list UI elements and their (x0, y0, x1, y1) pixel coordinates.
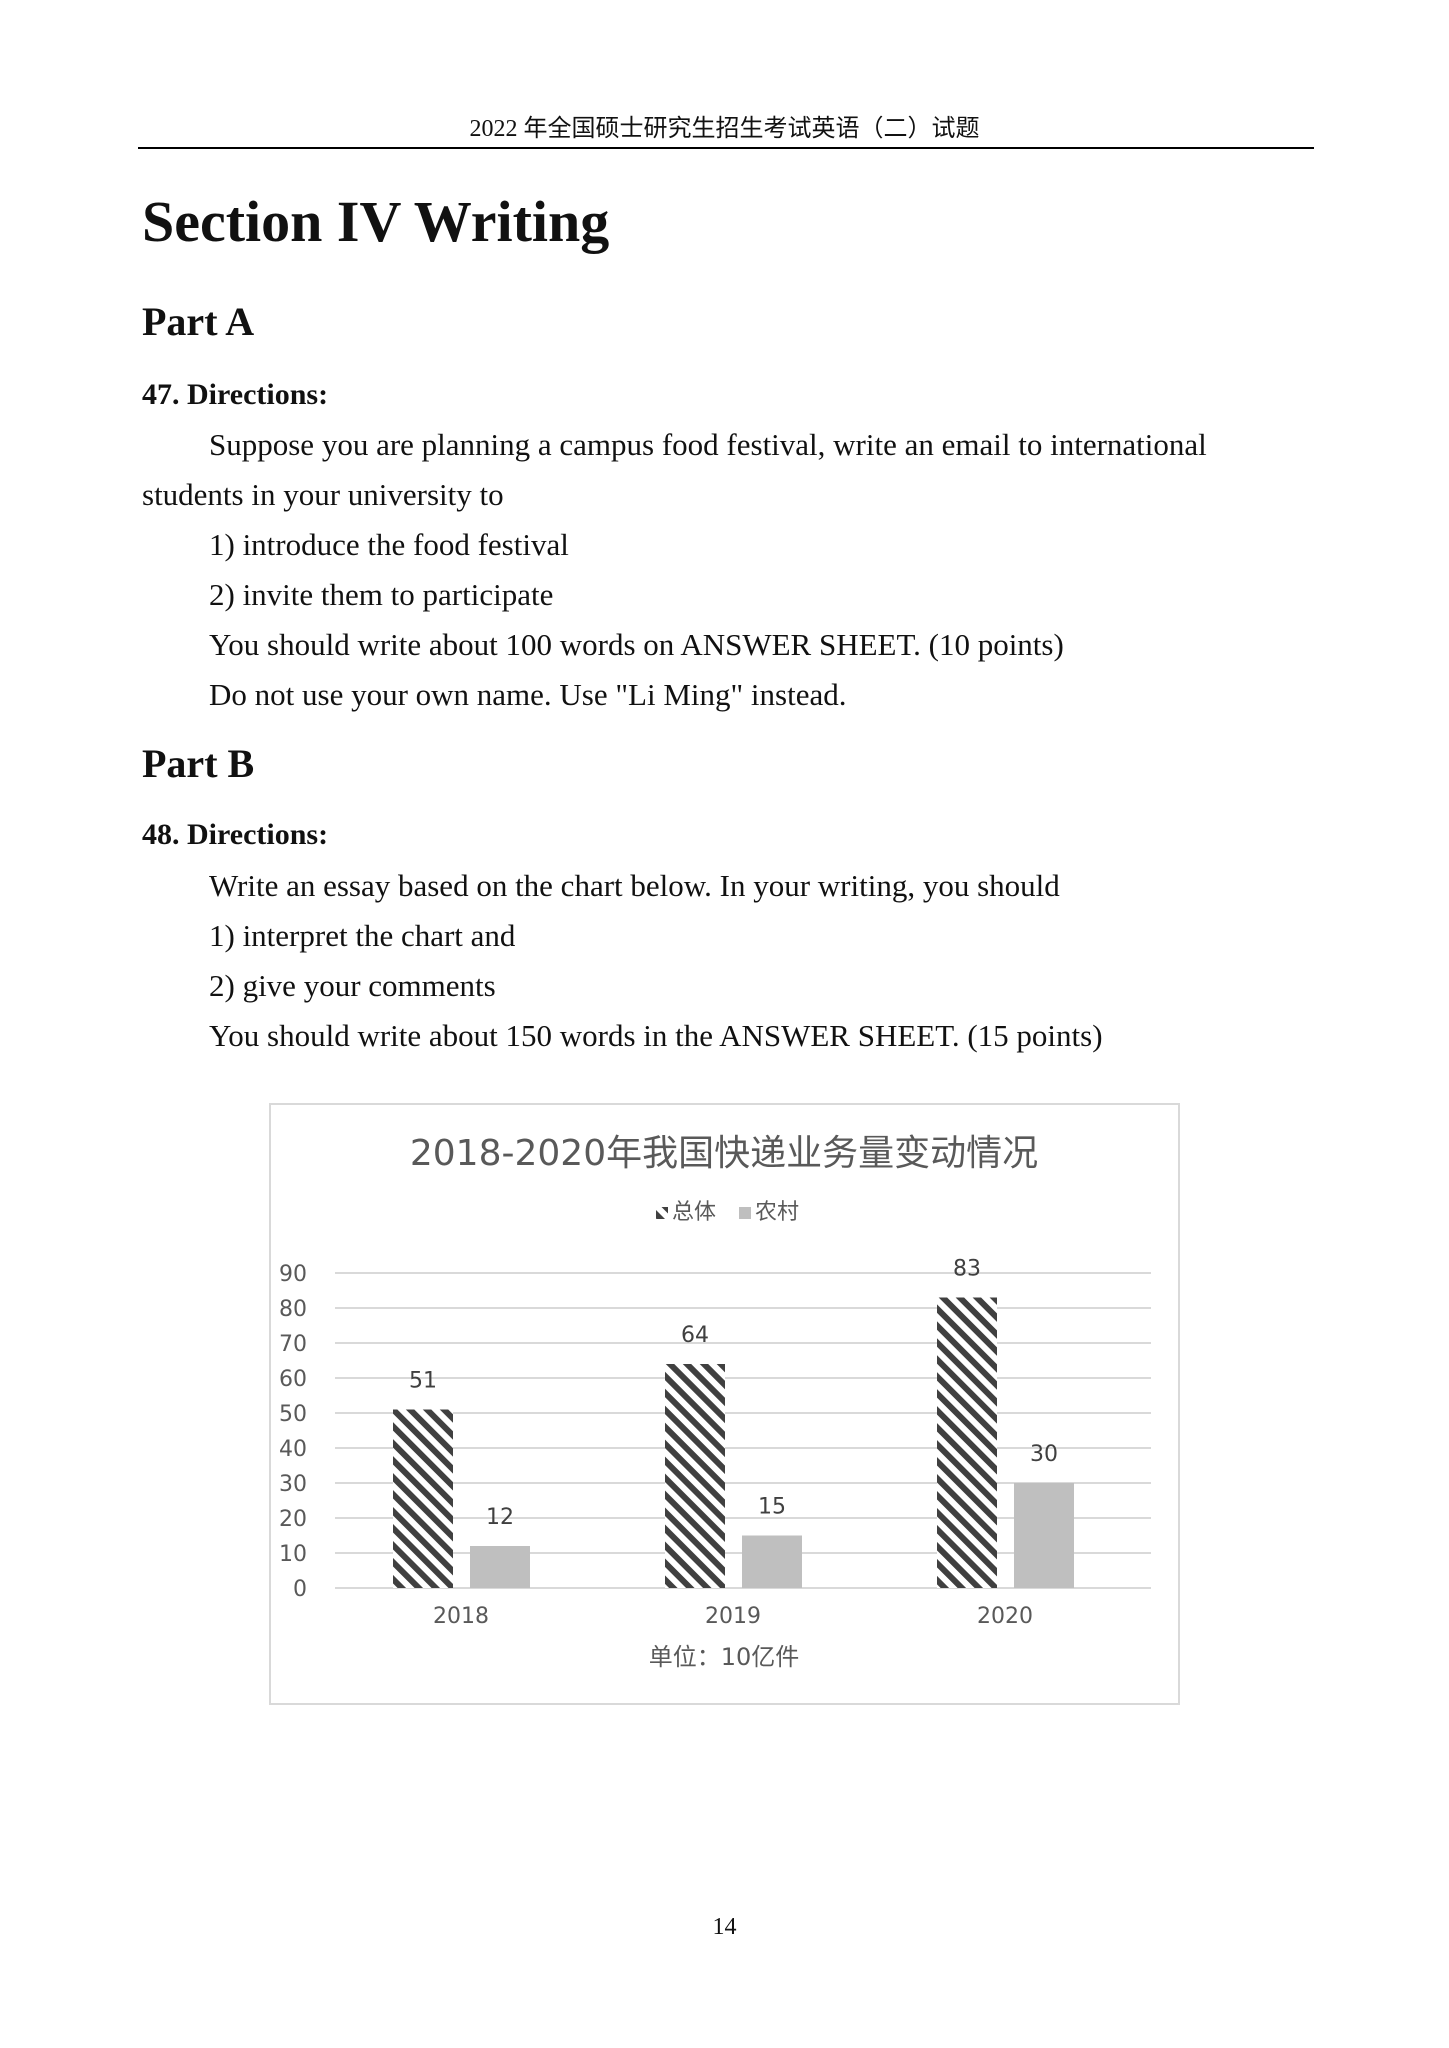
section-title: Section IV Writing (142, 189, 610, 254)
y-tick-label: 60 (279, 1367, 307, 1392)
part-b-line: 1) interpret the chart and (209, 918, 516, 953)
bar-rural (470, 1546, 530, 1588)
part-a-title: Part A (142, 299, 255, 344)
part-b-title: Part B (142, 741, 255, 786)
part-a-line: 2) invite them to participate (209, 577, 554, 612)
y-tick-label: 10 (279, 1542, 307, 1567)
bar-chart: 2018-2020年我国快递业务量变动情况 总体 农村 0 10 20 30 40 50 6… (279, 1133, 1151, 1671)
y-tick-label: 90 (279, 1262, 307, 1287)
bar-total (937, 1297, 997, 1588)
chart-legend: 总体 农村 (656, 1200, 799, 1225)
data-label: 15 (758, 1495, 786, 1520)
legend-swatch-rural (739, 1207, 751, 1219)
part-a-line: Suppose you are planning a campus food f… (209, 427, 1207, 462)
part-b-line: Write an essay based on the chart below.… (209, 868, 1060, 903)
y-tick-label: 50 (279, 1402, 307, 1427)
y-tick-label: 70 (279, 1332, 307, 1357)
data-label: 64 (681, 1323, 709, 1348)
chart-title: 2018-2020年我国快递业务量变动情况 (410, 1133, 1038, 1174)
x-tick-label: 2019 (705, 1604, 761, 1629)
bar-rural (1014, 1483, 1074, 1588)
y-tick-label: 20 (279, 1507, 307, 1532)
question-47-number: 47. Directions: (142, 378, 329, 411)
part-a-line: Do not use your own name. Use "Li Ming" … (209, 677, 847, 712)
data-label: 30 (1030, 1442, 1058, 1467)
y-tick-label: 80 (279, 1297, 307, 1322)
data-label: 51 (409, 1369, 437, 1394)
part-b-line: You should write about 150 words in the … (209, 1018, 1103, 1053)
page-number: 14 (712, 1914, 737, 1940)
part-a-line: students in your university to (142, 477, 504, 512)
part-a-line: 1) introduce the food festival (209, 527, 569, 562)
bar-total (665, 1364, 725, 1588)
question-48-number: 48. Directions: (142, 818, 329, 851)
data-label: 12 (486, 1505, 514, 1530)
legend-label-rural: 农村 (755, 1200, 799, 1225)
bar-rural (742, 1535, 802, 1588)
y-tick-label: 40 (279, 1437, 307, 1462)
header-rule (138, 147, 1314, 149)
y-tick-label: 0 (293, 1577, 307, 1602)
data-label: 83 (953, 1257, 981, 1282)
legend-label-total: 总体 (672, 1200, 716, 1225)
x-tick-label: 2020 (977, 1604, 1033, 1629)
bar-total (393, 1409, 453, 1588)
part-b-line: 2) give your comments (209, 968, 496, 1003)
chart-frame: 2018-2020年我国快递业务量变动情况 总体 农村 0 10 20 30 40 50 6… (269, 1103, 1180, 1705)
page-header: 2022 年全国硕士研究生招生考试英语（二）试题 (469, 116, 980, 142)
x-tick-label: 2018 (433, 1604, 489, 1629)
y-tick-label: 30 (279, 1472, 307, 1497)
x-axis-label: 单位：10亿件 (649, 1643, 800, 1671)
legend-swatch-total (656, 1207, 668, 1219)
part-a-line: You should write about 100 words on ANSW… (209, 627, 1064, 662)
